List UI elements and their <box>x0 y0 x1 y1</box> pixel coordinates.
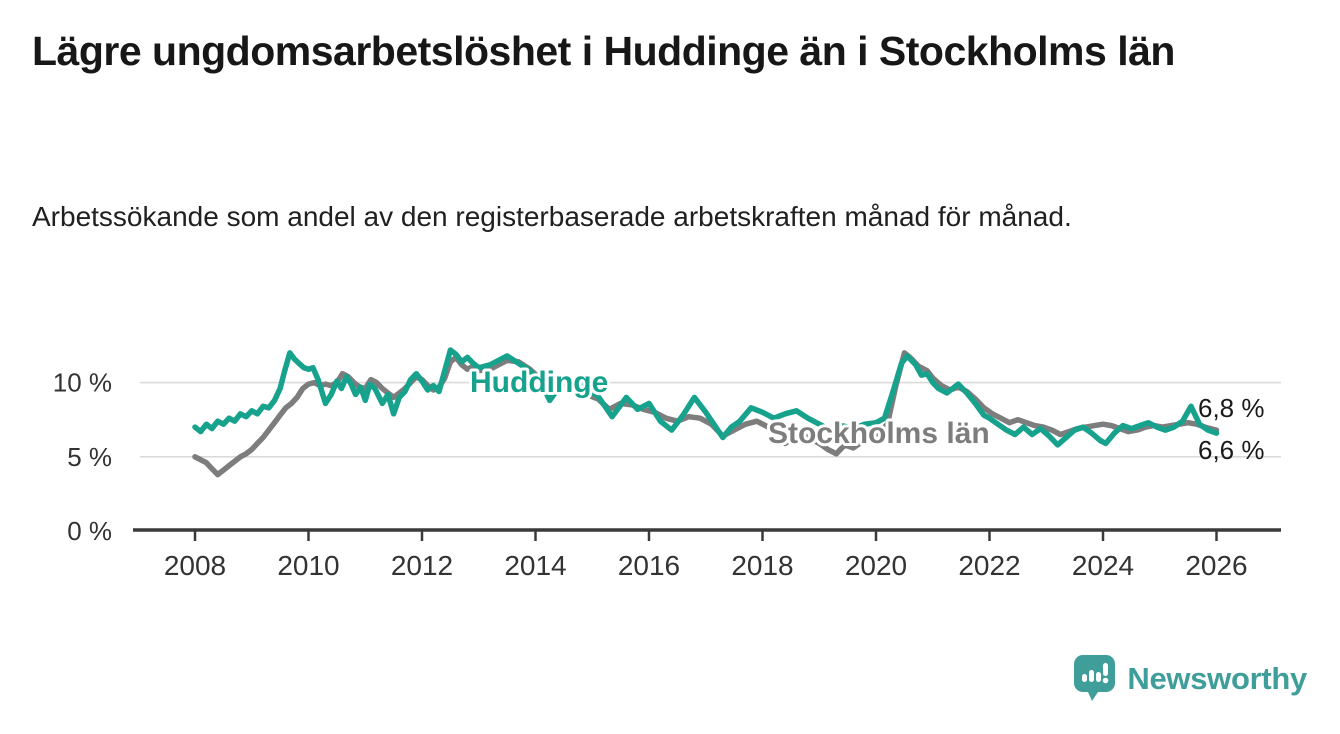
x-tick-label: 2020 <box>845 550 907 581</box>
x-tick-label: 2012 <box>391 550 453 581</box>
series-label-stockholms-lan: Stockholms län <box>768 417 990 450</box>
x-tick-label: 2016 <box>618 550 680 581</box>
end-value-label-huddinge: 6,6 % <box>1198 435 1265 465</box>
x-tick-label: 2024 <box>1072 550 1134 581</box>
y-tick-label: 0 % <box>67 516 112 546</box>
x-tick-label: 2008 <box>164 550 226 581</box>
chart-title: Lägre ungdomsarbetslöshet i Huddinge än … <box>32 28 1175 74</box>
x-tick-label: 2026 <box>1185 550 1247 581</box>
end-value-label-stockholms-lan: 6,8 % <box>1198 393 1265 423</box>
x-tick-label: 2022 <box>958 550 1020 581</box>
newsworthy-logo-text: Newsworthy <box>1127 660 1307 696</box>
y-tick-label: 5 % <box>67 442 112 472</box>
y-tick-label: 10 % <box>53 368 112 398</box>
newsworthy-logo-icon <box>1074 655 1116 701</box>
x-tick-label: 2014 <box>504 550 566 581</box>
series-line-huddinge <box>192 347 1220 448</box>
chart-subtitle: Arbetssökande som andel av den registerb… <box>32 201 1072 232</box>
series-label-huddinge: Huddinge <box>470 366 608 399</box>
newsworthy-logo: Newsworthy <box>1074 655 1307 702</box>
x-tick-label: 2018 <box>731 550 793 581</box>
x-tick-label: 2010 <box>277 550 339 581</box>
